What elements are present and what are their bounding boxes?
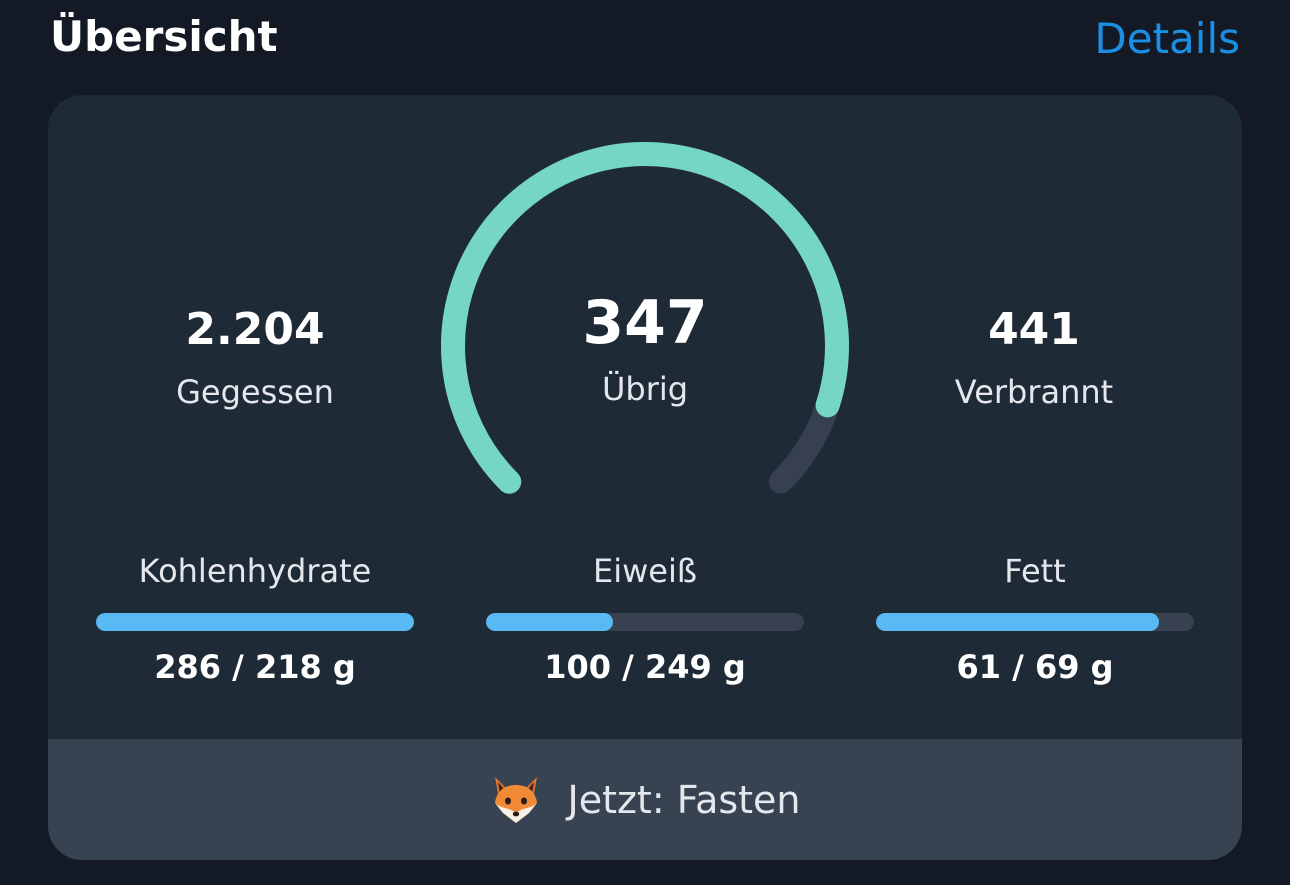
macro-fat: Fett 61 / 69 g	[876, 555, 1194, 683]
macro-label: Eiweiß	[592, 552, 697, 590]
remaining-label: Übrig	[601, 370, 689, 408]
burned-value: 441	[988, 304, 1080, 355]
burned-stat: 441 Verbrannt	[884, 304, 1184, 411]
macro-amount: 286 / 218 g	[154, 648, 356, 686]
macro-progress-track	[876, 613, 1194, 631]
calorie-gauge	[441, 142, 849, 494]
remaining-stat: 347 Übrig	[495, 293, 795, 405]
macro-progress-fill	[96, 613, 414, 631]
macro-amount: 100 / 249 g	[544, 648, 746, 686]
burned-label: Verbrannt	[954, 373, 1114, 411]
fasting-status-text: Jetzt: Fasten	[567, 777, 801, 822]
macro-label: Fett	[1004, 552, 1066, 590]
macro-amount: 61 / 69 g	[956, 648, 1114, 686]
overview-card: 2.204 Gegessen 347 Übrig 441 Verbrannt K…	[48, 95, 1242, 860]
remaining-value: 347	[582, 288, 708, 358]
gauge-progress	[441, 142, 849, 494]
eaten-label: Gegessen	[176, 373, 334, 411]
macro-carbs: Kohlenhydrate 286 / 218 g	[96, 555, 414, 683]
macro-progress-fill	[876, 613, 1160, 631]
macro-progress-track	[486, 613, 804, 631]
macro-label: Kohlenhydrate	[138, 552, 372, 590]
eaten-stat: 2.204 Gegessen	[105, 304, 405, 411]
fox-face-icon	[495, 776, 538, 823]
macro-progress-track	[96, 613, 414, 631]
details-link[interactable]: Details	[1094, 14, 1240, 63]
fasting-status-bar[interactable]: Jetzt: Fasten	[48, 739, 1242, 860]
header-title: Übersicht	[50, 12, 278, 61]
macro-protein: Eiweiß 100 / 249 g	[486, 555, 804, 683]
eaten-value: 2.204	[185, 304, 325, 355]
macro-progress-fill	[486, 613, 614, 631]
